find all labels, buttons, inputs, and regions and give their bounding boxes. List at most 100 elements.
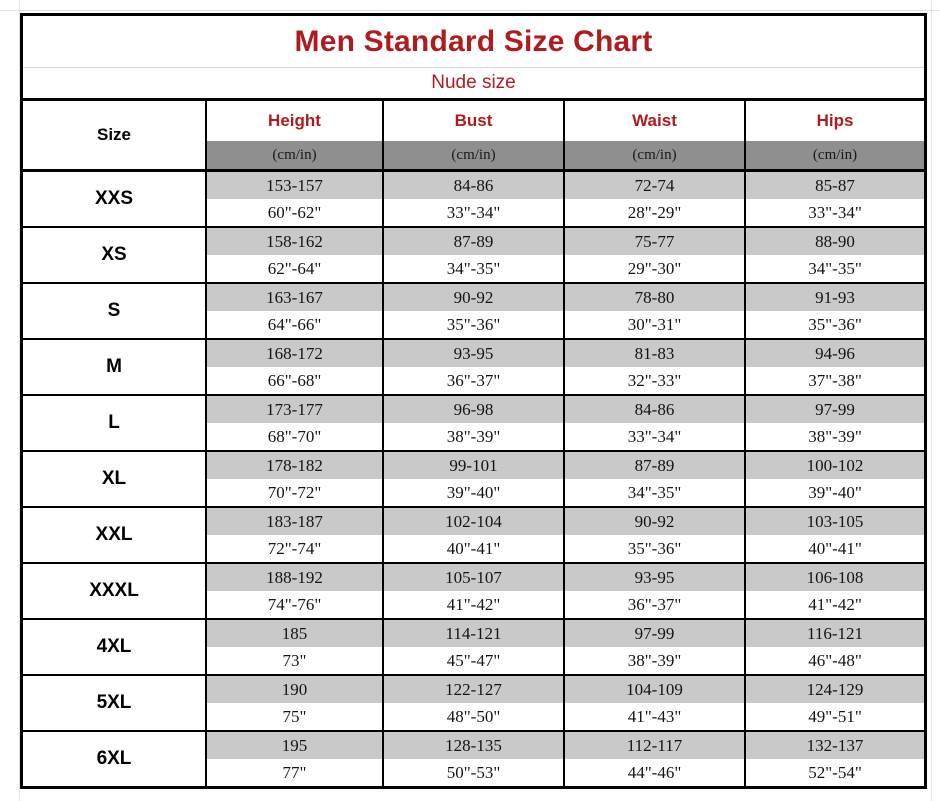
height-in-value: 77" <box>207 759 382 786</box>
hips-cell: 88-90 34"-35" <box>744 228 924 282</box>
hips-in-value: 33"-34" <box>746 199 924 226</box>
waist-in-value: 41"-43" <box>565 703 744 730</box>
height-in-value: 70"-72" <box>207 479 382 506</box>
hips-in-value: 34"-35" <box>746 255 924 282</box>
column-header-hips: Hips (cm/in) <box>744 101 924 169</box>
unit-label: (cm/in) <box>746 141 924 169</box>
waist-cm-value: 81-83 <box>565 340 744 367</box>
hips-in-value: 46"-48" <box>746 647 924 674</box>
bust-cm-value: 114-121 <box>384 620 563 647</box>
bust-cell: 128-135 50"-53" <box>382 732 563 786</box>
bust-cm-value: 99-101 <box>384 452 563 479</box>
hips-in-value: 38"-39" <box>746 423 924 450</box>
hips-cell: 116-121 46"-48" <box>744 620 924 674</box>
waist-cm-value: 104-109 <box>565 676 744 703</box>
waist-cell: 112-117 44"-46" <box>563 732 744 786</box>
height-in-value: 66"-68" <box>207 367 382 394</box>
table-row: 6XL 195 77" 128-135 50"-53" 112-117 44"-… <box>23 732 924 786</box>
chart-subtitle: Nude size <box>23 68 924 101</box>
height-cell: 163-167 64"-66" <box>205 284 382 338</box>
hips-in-value: 40"-41" <box>746 535 924 562</box>
height-cell: 158-162 62"-64" <box>205 228 382 282</box>
hips-cell: 85-87 33"-34" <box>744 172 924 226</box>
height-cm-value: 183-187 <box>207 508 382 535</box>
height-cm-value: 153-157 <box>207 172 382 199</box>
height-in-value: 73" <box>207 647 382 674</box>
waist-in-value: 30"-31" <box>565 311 744 338</box>
bust-cell: 102-104 40"-41" <box>382 508 563 562</box>
height-cm-value: 185 <box>207 620 382 647</box>
bust-cm-value: 102-104 <box>384 508 563 535</box>
hips-cm-value: 124-129 <box>746 676 924 703</box>
hips-cell: 100-102 39"-40" <box>744 452 924 506</box>
column-header-label: Waist <box>632 111 677 130</box>
size-label: M <box>23 340 205 394</box>
table-row: XXXL 188-192 74"-76" 105-107 41"-42" 93-… <box>23 564 924 620</box>
height-cell: 190 75" <box>205 676 382 730</box>
hips-cm-value: 100-102 <box>746 452 924 479</box>
waist-cell: 72-74 28"-29" <box>563 172 744 226</box>
bust-in-value: 34"-35" <box>384 255 563 282</box>
hips-cell: 124-129 49"-51" <box>744 676 924 730</box>
unit-label: (cm/in) <box>207 141 382 169</box>
table-row: S 163-167 64"-66" 90-92 35"-36" 78-80 30… <box>23 284 924 340</box>
table-row: XL 178-182 70"-72" 99-101 39"-40" 87-89 … <box>23 452 924 508</box>
bust-cm-value: 84-86 <box>384 172 563 199</box>
height-cm-value: 158-162 <box>207 228 382 255</box>
bust-in-value: 40"-41" <box>384 535 563 562</box>
bust-cm-value: 105-107 <box>384 564 563 591</box>
waist-in-value: 36"-37" <box>565 591 744 618</box>
bust-in-value: 35"-36" <box>384 311 563 338</box>
bust-cm-value: 96-98 <box>384 396 563 423</box>
table-row: L 173-177 68"-70" 96-98 38"-39" 84-86 33… <box>23 396 924 452</box>
table-header-row: Size Height (cm/in) Bust (cm/in) Waist (… <box>23 101 924 172</box>
waist-cell: 84-86 33"-34" <box>563 396 744 450</box>
hips-cell: 106-108 41"-42" <box>744 564 924 618</box>
hips-cm-value: 103-105 <box>746 508 924 535</box>
waist-cm-value: 93-95 <box>565 564 744 591</box>
size-label: XXXL <box>23 564 205 618</box>
bust-cell: 93-95 36"-37" <box>382 340 563 394</box>
waist-cell: 104-109 41"-43" <box>563 676 744 730</box>
bust-cm-value: 93-95 <box>384 340 563 367</box>
column-header-size: Size <box>96 125 132 144</box>
height-cm-value: 190 <box>207 676 382 703</box>
waist-in-value: 38"-39" <box>565 647 744 674</box>
bust-in-value: 38"-39" <box>384 423 563 450</box>
size-chart-table: Men Standard Size Chart Nude size Size H… <box>20 13 927 789</box>
size-label: XXL <box>23 508 205 562</box>
height-cell: 178-182 70"-72" <box>205 452 382 506</box>
size-label: L <box>23 396 205 450</box>
height-cell: 168-172 66"-68" <box>205 340 382 394</box>
waist-in-value: 35"-36" <box>565 535 744 562</box>
height-in-value: 60"-62" <box>207 199 382 226</box>
waist-cm-value: 90-92 <box>565 508 744 535</box>
height-cm-value: 178-182 <box>207 452 382 479</box>
hips-in-value: 35"-36" <box>746 311 924 338</box>
height-in-value: 74"-76" <box>207 591 382 618</box>
hips-cm-value: 88-90 <box>746 228 924 255</box>
waist-cell: 93-95 36"-37" <box>563 564 744 618</box>
hips-cm-value: 106-108 <box>746 564 924 591</box>
height-cm-value: 195 <box>207 732 382 759</box>
height-cm-value: 163-167 <box>207 284 382 311</box>
bust-cell: 122-127 48"-50" <box>382 676 563 730</box>
bust-cell: 105-107 41"-42" <box>382 564 563 618</box>
waist-cm-value: 97-99 <box>565 620 744 647</box>
bust-in-value: 48"-50" <box>384 703 563 730</box>
column-header-label: Hips <box>816 111 854 130</box>
hips-in-value: 41"-42" <box>746 591 924 618</box>
height-in-value: 62"-64" <box>207 255 382 282</box>
column-header-bust: Bust (cm/in) <box>382 101 563 169</box>
bust-in-value: 50"-53" <box>384 759 563 786</box>
hips-cell: 91-93 35"-36" <box>744 284 924 338</box>
hips-in-value: 39"-40" <box>746 479 924 506</box>
hips-cell: 132-137 52"-54" <box>744 732 924 786</box>
waist-in-value: 29"-30" <box>565 255 744 282</box>
height-in-value: 72"-74" <box>207 535 382 562</box>
gridline-artifact-top <box>0 10 940 11</box>
unit-label: (cm/in) <box>384 141 563 169</box>
waist-in-value: 33"-34" <box>565 423 744 450</box>
waist-cell: 90-92 35"-36" <box>563 508 744 562</box>
waist-cell: 97-99 38"-39" <box>563 620 744 674</box>
